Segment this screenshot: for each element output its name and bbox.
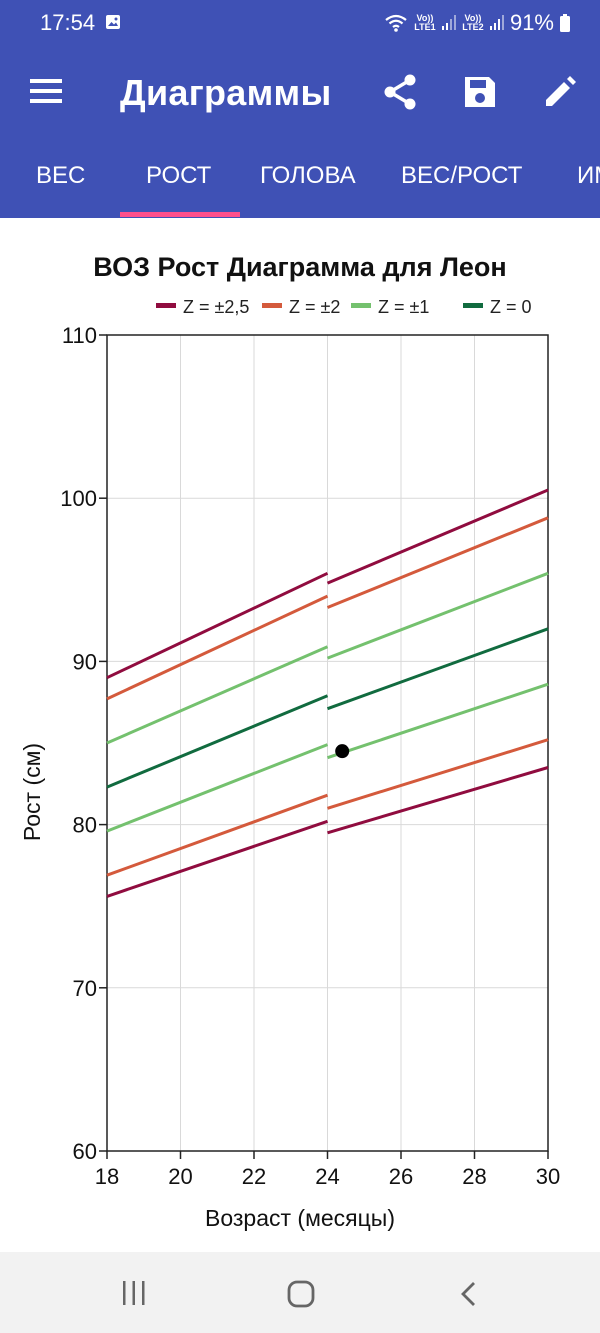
series-line-z+1 xyxy=(326,571,549,660)
y-tick-label: 90 xyxy=(73,649,97,674)
legend-label: Z = ±2,5 xyxy=(183,297,249,317)
app-bar: Диаграммы xyxy=(0,44,600,140)
legend-label: Z = ±2 xyxy=(289,297,340,317)
chart-grid xyxy=(106,334,549,1152)
tab-head[interactable]: ГОЛОВА xyxy=(260,162,356,189)
navigation-bar xyxy=(0,1252,600,1333)
series-line-z-1 xyxy=(327,682,549,760)
x-tick-label: 30 xyxy=(536,1164,560,1189)
x-tick-label: 26 xyxy=(389,1164,413,1189)
chart-area: ВОЗ Рост Диаграмма для Леон Z = ±2,5 Z = … xyxy=(0,218,600,1252)
series-line-z-2 xyxy=(106,793,329,877)
chart-title: ВОЗ Рост Диаграмма для Леон xyxy=(93,252,506,282)
x-tick-label: 24 xyxy=(315,1164,339,1189)
signal-icon xyxy=(441,15,456,30)
page-title: Диаграммы xyxy=(120,72,332,113)
series-line-z0 xyxy=(326,627,549,711)
series-line-z+2.5 xyxy=(106,571,329,680)
series-line-z-1 xyxy=(106,743,329,833)
y-axis-label: Рост (см) xyxy=(19,743,45,841)
series-line-z+2 xyxy=(106,594,329,701)
legend-swatch xyxy=(351,303,371,308)
x-tick-label: 20 xyxy=(168,1164,192,1189)
edit-icon[interactable] xyxy=(540,72,580,112)
home-icon[interactable] xyxy=(287,1280,315,1308)
battery-icon xyxy=(560,14,570,32)
data-point xyxy=(335,744,350,759)
y-tick-label: 70 xyxy=(73,976,97,1001)
y-tick-label: 100 xyxy=(60,486,97,511)
sim2-indicator: Vo)) LTE2 xyxy=(462,13,484,32)
y-tick-label: 110 xyxy=(62,323,97,348)
sim1-indicator: Vo)) LTE1 xyxy=(414,13,436,32)
status-time: 17:54 xyxy=(40,10,96,35)
tab-bmi[interactable]: ИМ xyxy=(577,162,600,189)
chart-points xyxy=(335,744,350,759)
recent-apps-icon[interactable] xyxy=(120,1280,148,1306)
x-tick-label: 28 xyxy=(462,1164,486,1189)
image-notification-icon xyxy=(106,15,120,29)
x-axis-label: Возраст (месяцы) xyxy=(205,1205,395,1231)
status-bar: 17:54 Vo)) LTE1 Vo)) LTE2 91% xyxy=(0,0,600,44)
signal-icon xyxy=(489,15,504,30)
y-tick-label: 60 xyxy=(73,1139,97,1164)
menu-icon[interactable] xyxy=(28,76,64,106)
legend-label: Z = ±1 xyxy=(378,297,429,317)
tab-height[interactable]: РОСТ xyxy=(146,162,212,189)
legend-swatch xyxy=(156,303,176,308)
legend-label: Z = 0 xyxy=(490,297,532,317)
series-line-z-2.5 xyxy=(327,766,549,835)
battery-percent: 91% xyxy=(509,10,554,35)
x-tick-label: 18 xyxy=(95,1164,119,1189)
chart-legend: Z = ±2,5 Z = ±2 Z = ±1 Z = 0 xyxy=(156,297,532,317)
series-line-z+2 xyxy=(326,516,549,609)
series-line-z+1 xyxy=(106,645,329,745)
height-chart: ВОЗ Рост Диаграмма для Леон Z = ±2,5 Z = … xyxy=(19,252,560,1231)
status-indicators: Vo)) LTE1 Vo)) LTE2 91% xyxy=(384,10,570,36)
x-tick-label: 22 xyxy=(242,1164,266,1189)
tab-indicator xyxy=(120,212,240,217)
series-line-z-2.5 xyxy=(106,819,328,898)
wifi-icon xyxy=(385,14,407,32)
series-line-z-2 xyxy=(327,738,549,810)
share-icon[interactable] xyxy=(380,72,420,112)
legend-swatch xyxy=(463,303,483,308)
series-line-z+2.5 xyxy=(326,488,549,585)
y-tick-label: 80 xyxy=(73,813,97,838)
tab-weight-height[interactable]: ВЕС/РОСТ xyxy=(401,162,523,189)
tab-weight[interactable]: ВЕС xyxy=(36,162,86,189)
chart-ticks: 18 20 22 24 26 28 30 60 70 80 90 100 110 xyxy=(60,323,560,1189)
series-line-z0 xyxy=(106,694,329,789)
legend-swatch xyxy=(262,303,282,308)
chart-series xyxy=(106,488,549,898)
tab-bar: ВЕС РОСТ ГОЛОВА ВЕС/РОСТ ИМ xyxy=(0,140,600,218)
save-icon[interactable] xyxy=(460,72,500,112)
back-icon[interactable] xyxy=(458,1280,480,1308)
